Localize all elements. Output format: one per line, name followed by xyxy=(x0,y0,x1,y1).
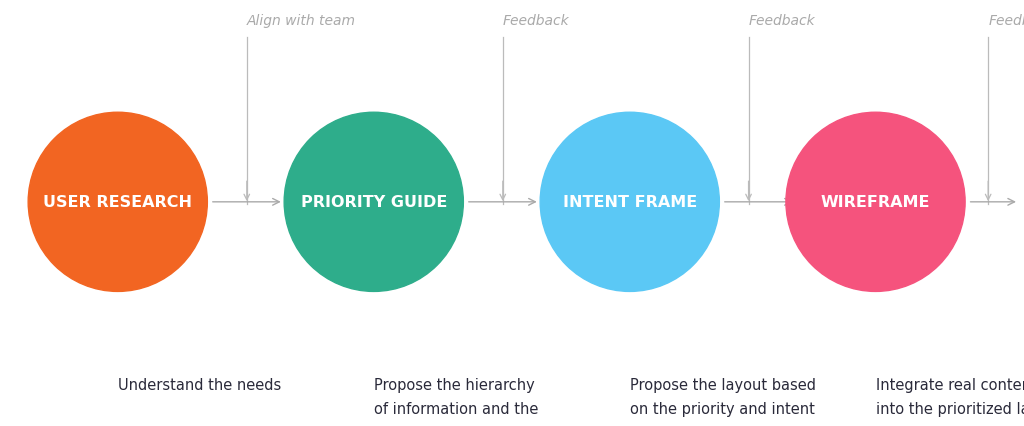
Text: Feedback: Feedback xyxy=(988,14,1024,28)
Text: Align with team: Align with team xyxy=(247,14,355,28)
Ellipse shape xyxy=(541,113,719,292)
Text: Propose the hierarchy
of information and the
intent of each element: Propose the hierarchy of information and… xyxy=(374,377,541,426)
Text: USER RESEARCH: USER RESEARCH xyxy=(43,195,193,210)
Ellipse shape xyxy=(786,113,965,292)
Text: PRIORITY GUIDE: PRIORITY GUIDE xyxy=(301,195,446,210)
Text: Understand the needs: Understand the needs xyxy=(118,377,281,392)
Text: Propose the layout based
on the priority and intent
of each element: Propose the layout based on the priority… xyxy=(630,377,816,426)
Text: WIREFRAME: WIREFRAME xyxy=(821,195,930,210)
Text: Feedback: Feedback xyxy=(503,14,569,28)
Ellipse shape xyxy=(284,113,463,292)
Text: Feedback: Feedback xyxy=(749,14,815,28)
Text: INTENT FRAME: INTENT FRAME xyxy=(562,195,697,210)
Ellipse shape xyxy=(29,113,207,292)
Text: Integrate real content
into the prioritized layout: Integrate real content into the prioriti… xyxy=(876,377,1024,417)
